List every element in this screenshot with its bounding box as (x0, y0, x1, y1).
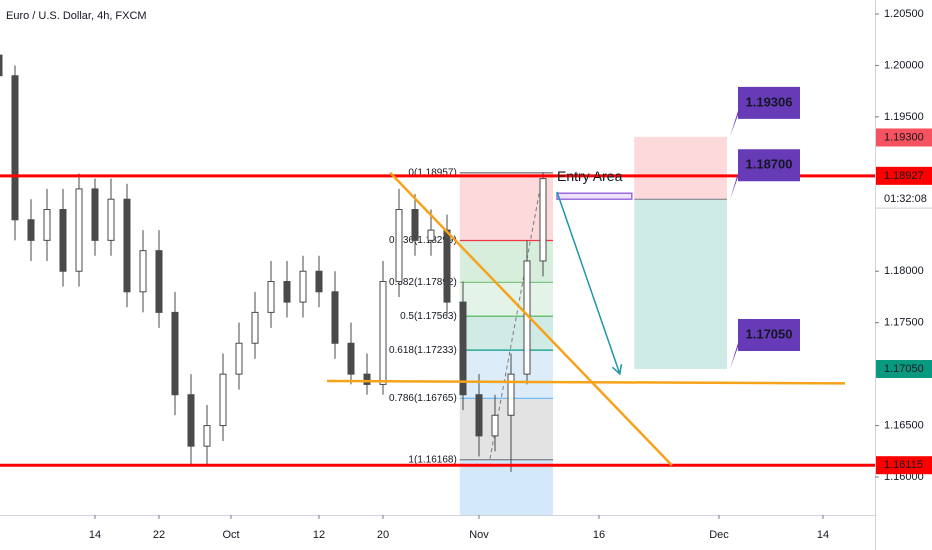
x-tick-label: Dec (709, 529, 729, 541)
candle-body (235, 342, 243, 375)
x-tick-label: Nov (469, 529, 489, 541)
fib-zone (459, 398, 553, 460)
x-tick-label: 20 (377, 529, 389, 541)
x-tick-label: Oct (222, 529, 239, 541)
entry-area-label: Entry Area (557, 168, 623, 184)
candle-body (11, 75, 19, 221)
fib-level-label: 1(1.16168) (408, 454, 456, 465)
arrow-head (611, 363, 623, 376)
candle-body (27, 219, 35, 241)
y-tick-label: 1.16500 (884, 419, 924, 431)
candle-body (379, 281, 387, 385)
candle-body (107, 198, 115, 241)
candle-body (43, 208, 51, 241)
candle-body (507, 373, 515, 416)
price-badge (876, 456, 932, 475)
price-badge-label: 1.18927 (884, 170, 924, 182)
callout-label: 1.19306 (746, 94, 793, 109)
candle-body (267, 281, 275, 313)
candle-body (171, 311, 179, 396)
countdown: 01:32:08 (884, 193, 927, 205)
y-tick-label: 1.17500 (884, 317, 924, 329)
entry-area-box (556, 192, 633, 200)
callout-box (730, 318, 800, 369)
fib-level-label: 0.618(1.17233) (389, 345, 457, 356)
price-badge-label: 1.19300 (884, 131, 924, 143)
candle-body (0, 54, 3, 77)
candle-body (491, 414, 499, 437)
candle-body (155, 250, 163, 313)
fib-zone (459, 316, 553, 351)
arrow-line (556, 191, 621, 375)
candle-body (187, 394, 195, 447)
candle-body (123, 198, 131, 293)
price-badge (876, 359, 932, 378)
trend-line (389, 171, 673, 467)
price-badge-label: 1.16115 (884, 459, 923, 471)
price-badge (876, 128, 932, 147)
trend-line (326, 379, 846, 385)
position-target-zone (634, 199, 727, 369)
fib-zone (459, 240, 553, 283)
fib-zone (459, 172, 553, 241)
fib-level-label: 0.5(1.17563) (400, 311, 457, 322)
candle-body (331, 291, 339, 344)
callout-box (730, 149, 800, 200)
candle-body (299, 270, 307, 303)
candle-body (203, 425, 211, 447)
candle-body (219, 373, 227, 427)
candle-body (459, 301, 467, 396)
candle-body (139, 250, 147, 293)
y-tick-label: 1.20000 (884, 59, 924, 71)
candle-body (347, 342, 355, 375)
candle-body (251, 311, 259, 344)
candle-body (395, 208, 403, 283)
fib-zone (459, 459, 553, 515)
x-tick-label: 14 (89, 529, 101, 541)
y-tick-label: 1.19500 (884, 111, 924, 123)
countdown-bg (876, 189, 932, 208)
x-tick-label: 12 (313, 529, 325, 541)
x-tick-label: 14 (817, 529, 829, 541)
price-badge-label: 1.17050 (884, 363, 924, 375)
fib-zone (459, 350, 553, 399)
fib-level-label: 0.236(1.18299) (389, 235, 457, 246)
fib-zone (459, 282, 553, 317)
x-tick-label: 22 (153, 529, 165, 541)
candle-body (443, 229, 451, 303)
callout-box (730, 86, 800, 137)
fib-level-label: 0.786(1.16765) (389, 393, 457, 404)
callout-label: 1.18700 (746, 157, 793, 172)
candle-body (411, 208, 419, 241)
candle-body (363, 373, 371, 385)
position-stop-zone (634, 136, 727, 200)
fib-level-label: 0(1.18957) (408, 167, 456, 178)
candle-body (539, 178, 547, 262)
candle-body (91, 188, 99, 241)
candle-body (283, 281, 291, 303)
candle-body (59, 208, 67, 272)
price-badge (876, 166, 932, 185)
candle-body (315, 270, 323, 293)
x-tick-label: 16 (593, 529, 605, 541)
y-tick-label: 1.18000 (884, 265, 924, 277)
plot-layer: 0(1.18957) 0.236(1.18299) 0.382(1.17892) 0.… (0, 54, 875, 515)
chart-title: Euro / U.S. Dollar, 4h, FXCM (6, 10, 147, 22)
callout-label: 1.17050 (746, 326, 793, 341)
candle-body (75, 188, 83, 272)
candle-body (427, 229, 435, 241)
candle-body (475, 394, 483, 437)
fib-level-label: 0.382(1.17892) (389, 277, 457, 288)
y-tick-label: 1.20500 (884, 8, 924, 20)
